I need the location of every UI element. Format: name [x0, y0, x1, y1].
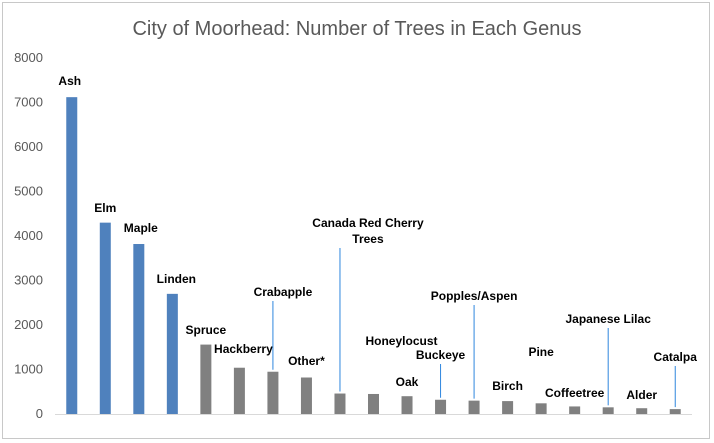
- data-label: Linden: [157, 272, 196, 286]
- bar-oak: [401, 396, 413, 414]
- data-label: Buckeye: [416, 348, 466, 362]
- data-label: Alder: [626, 388, 657, 402]
- data-label: Birch: [492, 379, 523, 393]
- data-label: Crabapple: [254, 285, 313, 299]
- y-tick-label: 5000: [14, 184, 43, 199]
- data-label: Popples/Aspen: [431, 289, 518, 303]
- bar-maple: [133, 244, 145, 414]
- y-tick-label: 2000: [14, 317, 43, 332]
- bar-honeylocust: [368, 393, 379, 414]
- y-tick-label: 4000: [14, 228, 43, 243]
- bar-birch: [502, 401, 514, 414]
- bar-spruce: [200, 344, 212, 414]
- data-label: Coffeetree: [545, 386, 605, 400]
- y-tick-label: 6000: [14, 139, 43, 154]
- bar-buckeye: [435, 399, 447, 414]
- bar-catalpa: [669, 409, 681, 414]
- y-tick-label: 7000: [14, 95, 43, 110]
- chart-title: City of Moorhead: Number of Trees in Eac…: [132, 18, 582, 40]
- data-label: Elm: [94, 201, 116, 215]
- bar-other-: [300, 377, 312, 414]
- y-tick-label: 3000: [14, 273, 43, 288]
- data-label: Other*: [288, 354, 325, 368]
- data-label: Spruce: [186, 323, 227, 337]
- bar-elm: [99, 222, 111, 414]
- bar-canada-red-cherry-trees: [334, 393, 346, 414]
- data-label: Japanese Lilac: [565, 312, 651, 326]
- data-label: Maple: [124, 221, 158, 235]
- data-label: Canada Red Cherry Trees: [312, 216, 424, 246]
- bar-hackberry: [233, 367, 245, 414]
- bar-japanese-lilac: [602, 407, 614, 414]
- y-tick-label: 0: [36, 406, 43, 421]
- data-label: Hackberry: [214, 342, 273, 356]
- bar-coffeetree: [569, 406, 581, 414]
- data-label: Pine: [528, 345, 554, 359]
- bar-popples-aspen: [468, 400, 480, 414]
- y-tick-label: 8000: [14, 50, 43, 65]
- data-label: Catalpa: [654, 350, 698, 364]
- data-label: Honeylocust: [365, 334, 437, 348]
- bar-ash: [66, 97, 78, 414]
- bar-crabapple: [267, 371, 279, 414]
- bar-alder: [636, 408, 648, 414]
- bar-linden: [166, 293, 178, 414]
- data-label: Ash: [58, 74, 81, 88]
- data-label: Oak: [396, 375, 419, 389]
- bar-pine: [535, 403, 547, 414]
- y-tick-label: 1000: [14, 362, 43, 377]
- chart-frame: [2, 2, 710, 439]
